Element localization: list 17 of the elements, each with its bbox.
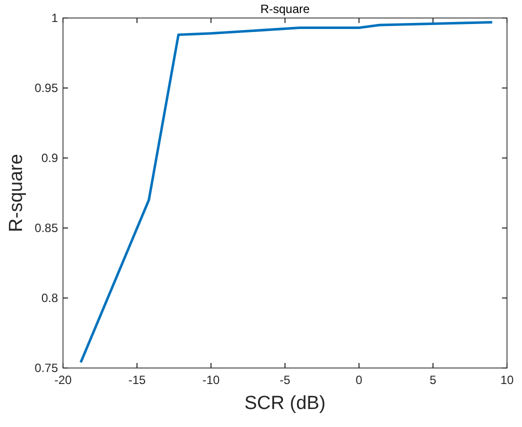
y-tick-label: 0.9 <box>41 151 58 165</box>
y-tick-label: 0.95 <box>34 81 58 95</box>
x-tick-label: -15 <box>128 373 146 387</box>
x-tick-label: -10 <box>202 373 220 387</box>
y-tick-label: 0.85 <box>34 221 58 235</box>
x-tick-label: 0 <box>356 373 363 387</box>
x-tick-label: -5 <box>280 373 291 387</box>
y-tick-label: 0.75 <box>34 361 58 375</box>
chart-title: R-square <box>260 2 310 16</box>
x-axis-title: SCR (dB) <box>244 393 326 414</box>
x-tick-label: 5 <box>430 373 437 387</box>
x-tick-label: 10 <box>500 373 514 387</box>
line-series <box>80 20 494 364</box>
x-tick-label: -20 <box>54 373 72 387</box>
y-tick-label: 0.8 <box>41 291 58 305</box>
y-tick-label: 1 <box>51 11 58 25</box>
y-axis-title: R-square <box>6 154 27 232</box>
